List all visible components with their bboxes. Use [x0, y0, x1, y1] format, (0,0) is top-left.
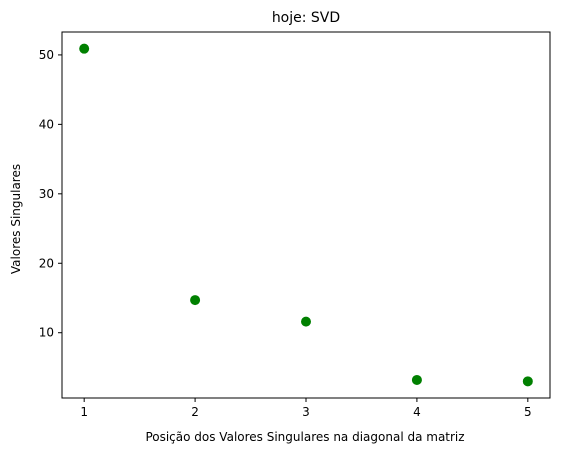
y-tick-label: 20	[39, 256, 54, 270]
data-point	[411, 374, 422, 385]
y-tick-label: 30	[39, 187, 54, 201]
y-tick-label: 50	[39, 48, 54, 62]
y-tick-label: 40	[39, 117, 54, 131]
plot-area: 1 2 3 4 5 10 20 30 40 50	[39, 31, 551, 419]
chart-title: hoje: SVD	[272, 10, 340, 26]
x-tick-label: 5	[524, 405, 532, 419]
plot-frame	[61, 31, 551, 399]
x-axis-label: Posição dos Valores Singulares na diagon…	[145, 430, 464, 444]
x-tick-label: 2	[191, 405, 199, 419]
data-point	[190, 295, 201, 306]
data-point	[301, 316, 311, 327]
data-point	[79, 43, 90, 54]
y-axis-label: Valores Singulares	[9, 164, 23, 274]
x-tick-label: 4	[413, 405, 421, 419]
data-point	[522, 376, 533, 387]
x-tick-label: 1	[80, 405, 88, 419]
x-tick-label: 3	[302, 405, 310, 419]
y-tick-label: 10	[39, 326, 54, 340]
